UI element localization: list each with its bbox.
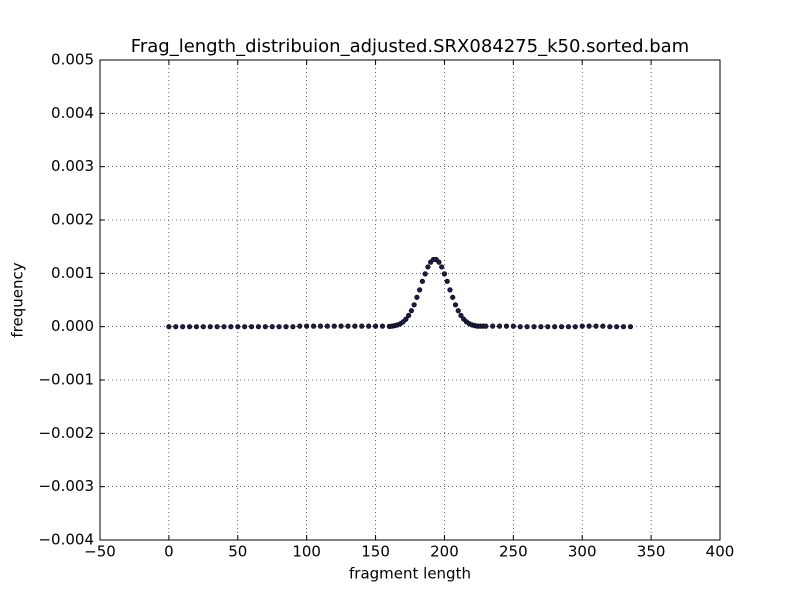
- point: [483, 323, 489, 329]
- point: [317, 323, 324, 329]
- point: [490, 323, 496, 329]
- point: [450, 294, 456, 300]
- point: [441, 271, 448, 277]
- y-tick-label: 0.001: [51, 264, 94, 282]
- point: [290, 324, 296, 330]
- point: [524, 324, 530, 330]
- point: [283, 324, 289, 330]
- point: [359, 323, 365, 329]
- y-tick-label: −0.004: [38, 531, 94, 549]
- point: [269, 324, 275, 330]
- point: [620, 324, 627, 330]
- point: [207, 324, 213, 330]
- point: [276, 324, 282, 330]
- point: [422, 271, 428, 277]
- x-tick-label: 200: [430, 543, 459, 561]
- point: [447, 287, 453, 293]
- x-tick-label: 250: [499, 543, 528, 561]
- point: [436, 259, 442, 265]
- point: [173, 324, 179, 330]
- point: [417, 287, 423, 293]
- point: [600, 323, 606, 329]
- y-tick-label: −0.001: [38, 371, 94, 389]
- point: [558, 324, 565, 330]
- x-tick-label: 50: [228, 543, 247, 561]
- point: [565, 324, 572, 330]
- point: [414, 294, 420, 300]
- x-tick-label: 300: [568, 543, 597, 561]
- point: [235, 324, 241, 330]
- y-tick-label: 0.005: [51, 51, 94, 69]
- point: [338, 323, 344, 329]
- point: [419, 278, 426, 284]
- y-tick-label: 0.003: [51, 157, 94, 175]
- point: [200, 324, 206, 330]
- point: [331, 323, 337, 329]
- point: [607, 324, 613, 330]
- point: [352, 323, 358, 329]
- point: [186, 324, 193, 330]
- point: [297, 323, 303, 329]
- x-tick-label: −50: [84, 543, 116, 561]
- point: [248, 324, 255, 330]
- point: [408, 308, 414, 314]
- point: [458, 312, 464, 319]
- point: [614, 324, 620, 330]
- point: [228, 324, 234, 330]
- point: [538, 324, 544, 330]
- point: [345, 323, 351, 329]
- point: [406, 312, 412, 319]
- x-tick-label: 150: [361, 543, 390, 561]
- point: [242, 324, 248, 330]
- point: [503, 323, 510, 329]
- y-tick-label: −0.003: [38, 477, 94, 495]
- x-tick-label: 100: [292, 543, 321, 561]
- y-axis-label: frequency: [9, 262, 27, 337]
- y-tick-label: 0.002: [51, 211, 94, 229]
- point: [517, 324, 523, 330]
- point: [444, 278, 450, 284]
- point: [593, 323, 599, 329]
- point: [403, 316, 409, 322]
- point: [304, 323, 310, 329]
- point: [411, 302, 417, 308]
- point: [439, 264, 445, 270]
- point: [452, 302, 459, 308]
- y-tick-label: −0.002: [38, 424, 94, 442]
- point: [310, 323, 317, 329]
- point: [425, 264, 431, 270]
- point: [262, 324, 268, 330]
- x-tick-label: 0: [164, 543, 174, 561]
- point: [255, 324, 262, 330]
- point: [579, 323, 585, 329]
- y-tick-label: 0.000: [51, 317, 94, 335]
- y-tick-label: 0.004: [51, 104, 94, 122]
- point: [496, 323, 503, 329]
- point: [552, 324, 558, 330]
- point: [324, 323, 330, 329]
- point: [180, 324, 186, 330]
- plot-frame: [99, 59, 721, 541]
- point: [531, 324, 537, 330]
- point: [379, 323, 386, 329]
- point: [586, 323, 592, 329]
- point: [221, 324, 227, 330]
- x-axis-label: fragment length: [349, 565, 471, 583]
- point: [193, 324, 200, 330]
- point: [366, 323, 372, 329]
- x-tick-label: 350: [637, 543, 666, 561]
- point: [214, 324, 220, 330]
- chart-title: Frag_length_distribuion_adjusted.SRX0842…: [131, 36, 689, 57]
- point: [166, 324, 172, 330]
- point: [627, 324, 634, 330]
- point: [545, 324, 551, 330]
- x-tick-label: 400: [706, 543, 735, 561]
- point: [372, 323, 379, 329]
- point: [510, 323, 516, 329]
- point: [572, 324, 578, 330]
- point: [455, 308, 461, 314]
